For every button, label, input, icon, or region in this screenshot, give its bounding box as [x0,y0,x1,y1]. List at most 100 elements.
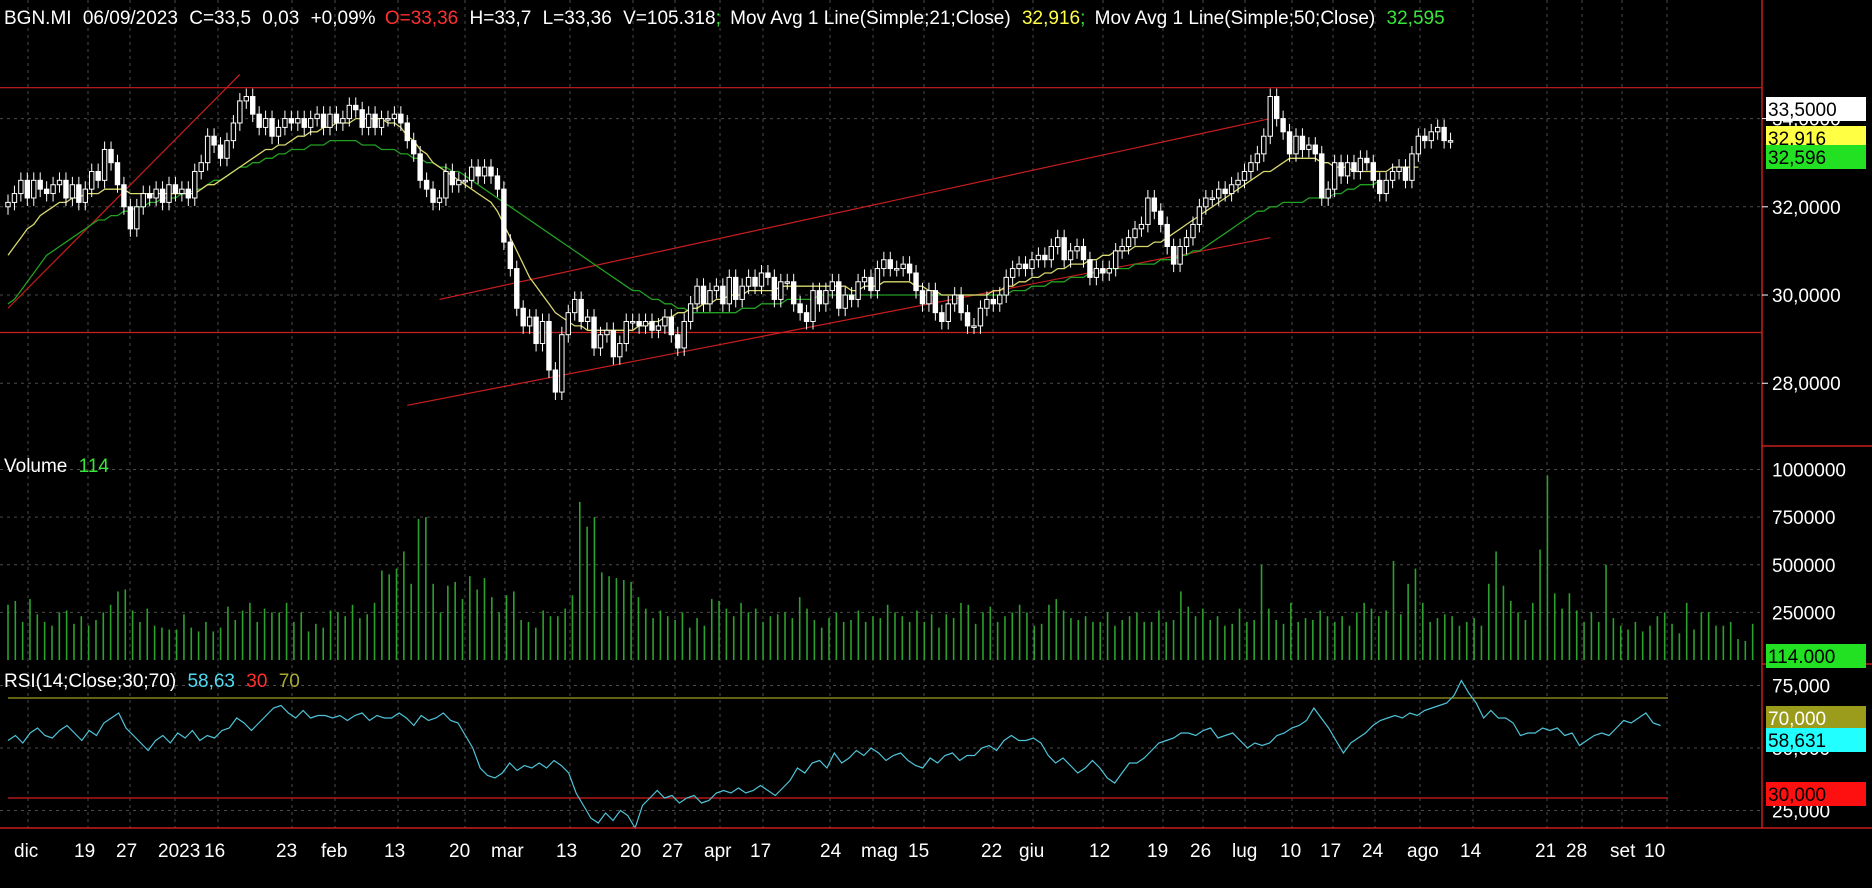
candle-body [687,303,694,322]
candle-body [494,175,501,190]
candle-body [1035,254,1042,261]
candle-body [250,96,256,115]
candle-body [1125,237,1132,248]
date-tick-label: giu [1019,841,1044,862]
date-tick-label: 17 [1320,841,1341,862]
header-ma50-label: Mov Avg 1 Line(Simple;50;Close) [1095,8,1376,29]
header-close: C=33,5 [189,8,251,29]
candle-body [153,188,159,199]
date-tick-label: 16 [204,841,225,862]
candle-body [50,184,56,195]
candle-body [269,118,275,137]
candle-body [501,188,507,243]
candle-body [1383,179,1389,195]
candle-body [629,320,636,324]
candle-body [275,126,282,137]
candle-body [1164,223,1170,247]
date-tick-label: 26 [1190,841,1211,862]
candle-body [990,298,997,305]
candle-body [900,263,906,270]
candle-body [1267,96,1273,137]
candle-body [842,294,848,309]
candle-body [121,184,127,208]
candle-body [868,276,874,292]
candle-body [1434,126,1441,133]
candle-body [436,197,443,203]
candle-body [256,113,262,128]
candle-body [707,290,713,305]
candle-body [1183,237,1190,248]
candle-body [1022,263,1029,270]
header-low: L=33,36 [543,8,612,29]
volume-tick-label: 1000000 [1772,461,1846,482]
candle-body [636,320,642,327]
date-tick-label: set [1610,841,1636,862]
candle-body [932,290,939,314]
candle-body [1299,135,1306,150]
candle-body [430,188,436,203]
date-tick-label: 10 [1644,841,1665,862]
candle-body [320,113,327,128]
candle-body [456,179,462,186]
candle-body [797,303,803,314]
candle-body [1389,171,1396,181]
candle-body [816,290,823,305]
candle-body [546,320,552,371]
candle-body [1196,206,1203,225]
candle-body [462,179,468,183]
date-tick-label: 13 [384,841,405,862]
header-change: 0,03 [262,8,299,29]
candle-body [114,162,121,186]
date-tick-label: feb [321,841,347,862]
date-tick-label: 17 [750,841,771,862]
candle-body [211,135,217,146]
candle-body [1170,246,1177,265]
candle-body [584,316,591,322]
candle-body [140,193,146,208]
last-price-badge-bg [1766,97,1866,121]
header-high: H=33,7 [470,8,532,29]
candle-body [346,104,353,120]
candle-body [398,113,404,124]
candle-body [1222,188,1228,195]
candle-body [1093,268,1100,278]
candle-body [56,179,63,186]
candle-body [372,113,378,128]
price-tick-label: 28,0000 [1772,374,1841,395]
candle-body [803,312,810,322]
candle-body [282,118,288,128]
candle-body [604,329,610,336]
candle-body [514,268,520,309]
candle-body [159,188,166,203]
candle-body [752,276,758,287]
volume-label: Volume [4,456,67,477]
candle-body [1145,197,1151,225]
date-tick-label: dic [14,841,38,862]
candle-body [385,118,391,121]
candle-body [76,184,82,203]
candle-body [1396,166,1402,173]
header-change-pct: +0,09% [311,8,376,29]
candle-body [823,290,829,305]
rsi-legend: RSI(14;Close;30;70) 58,63 30 70 [4,671,300,692]
candle-body [1016,263,1022,270]
candle-body [649,320,655,331]
rsi-30-badge-bg [1766,782,1866,806]
candle-body [597,334,604,349]
candle-body [108,148,114,164]
rsi-30-badge: 30,000 [1768,785,1826,806]
candle-body [1055,237,1061,248]
candle-body [591,316,597,349]
candle-body [340,118,346,124]
volume-tick-label: 250000 [1772,603,1835,624]
candle-body [198,162,204,173]
candle-body [526,316,533,327]
candle-body [1351,162,1357,173]
candle-body [1209,197,1215,200]
candle-body [63,179,69,199]
candles [5,88,1454,401]
date-tick-label: mag [861,841,898,862]
candle-body [1112,250,1119,270]
candle-body [1138,223,1145,230]
